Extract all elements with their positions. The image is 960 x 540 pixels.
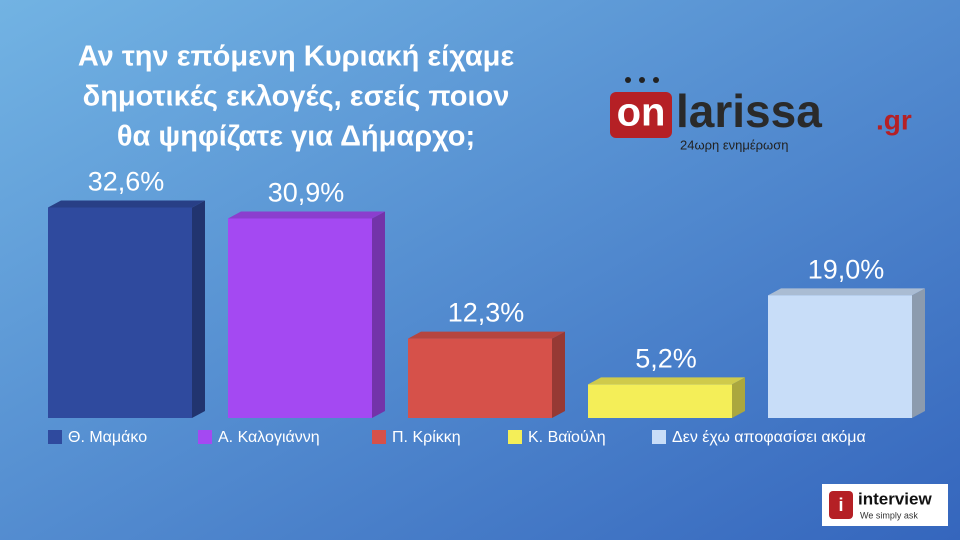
bar-side [192,200,205,418]
legend-swatch [652,430,666,444]
bar [768,295,912,418]
title: Αν την επόμενη Κυριακή είχαμε δημοτικές ε… [78,41,515,153]
title-line: θα ψηφίζατε για Δήμαρχο; [117,121,475,153]
legend-swatch [508,430,522,444]
logo-name: larissa [676,85,822,137]
title-line: Αν την επόμενη Κυριακή είχαμε [78,41,515,73]
logo-tld: .gr [876,104,912,135]
bar-top [48,200,205,208]
onlarissa-logo: on larissa .gr 24ωρη ενημέρωση [610,77,912,152]
legend-swatch [372,430,386,444]
legend-label: Κ. Βαϊούλη [528,429,606,446]
bar-top [588,377,745,385]
legend-label: Α. Καλογιάννη [218,429,320,446]
value-label: 5,2% [635,344,697,374]
bar-top [228,211,385,219]
legend-label: Δεν έχω αποφασίσει ακόμα [672,429,866,446]
bar [588,384,732,418]
logo-tagline: 24ωρη ενημέρωση [680,137,788,152]
legend-label: Θ. Μαμάκο [68,429,147,446]
value-label: 32,6% [88,167,165,197]
interview-logo: i interview We simply ask [822,484,948,526]
legend-swatch [198,430,212,444]
bar [48,207,192,418]
bar [408,338,552,418]
value-label: 12,3% [448,298,525,328]
interview-name: interview [858,489,932,508]
legend-swatch [48,430,62,444]
bar-side [372,211,385,418]
title-line: δημοτικές εκλογές, εσείς ποιον [83,81,510,113]
svg-text:i: i [838,495,843,515]
bar-top [408,331,565,339]
legend-label: Π. Κρίκκη [392,429,461,446]
bar-side [552,331,565,418]
bar [228,218,372,418]
value-label: 19,0% [808,254,885,284]
logo-on: on [617,91,666,135]
interview-tagline: We simply ask [860,510,918,520]
value-label: 30,9% [268,178,345,208]
bar-side [912,288,925,418]
bar-side [732,377,745,418]
bar-top [768,288,925,296]
